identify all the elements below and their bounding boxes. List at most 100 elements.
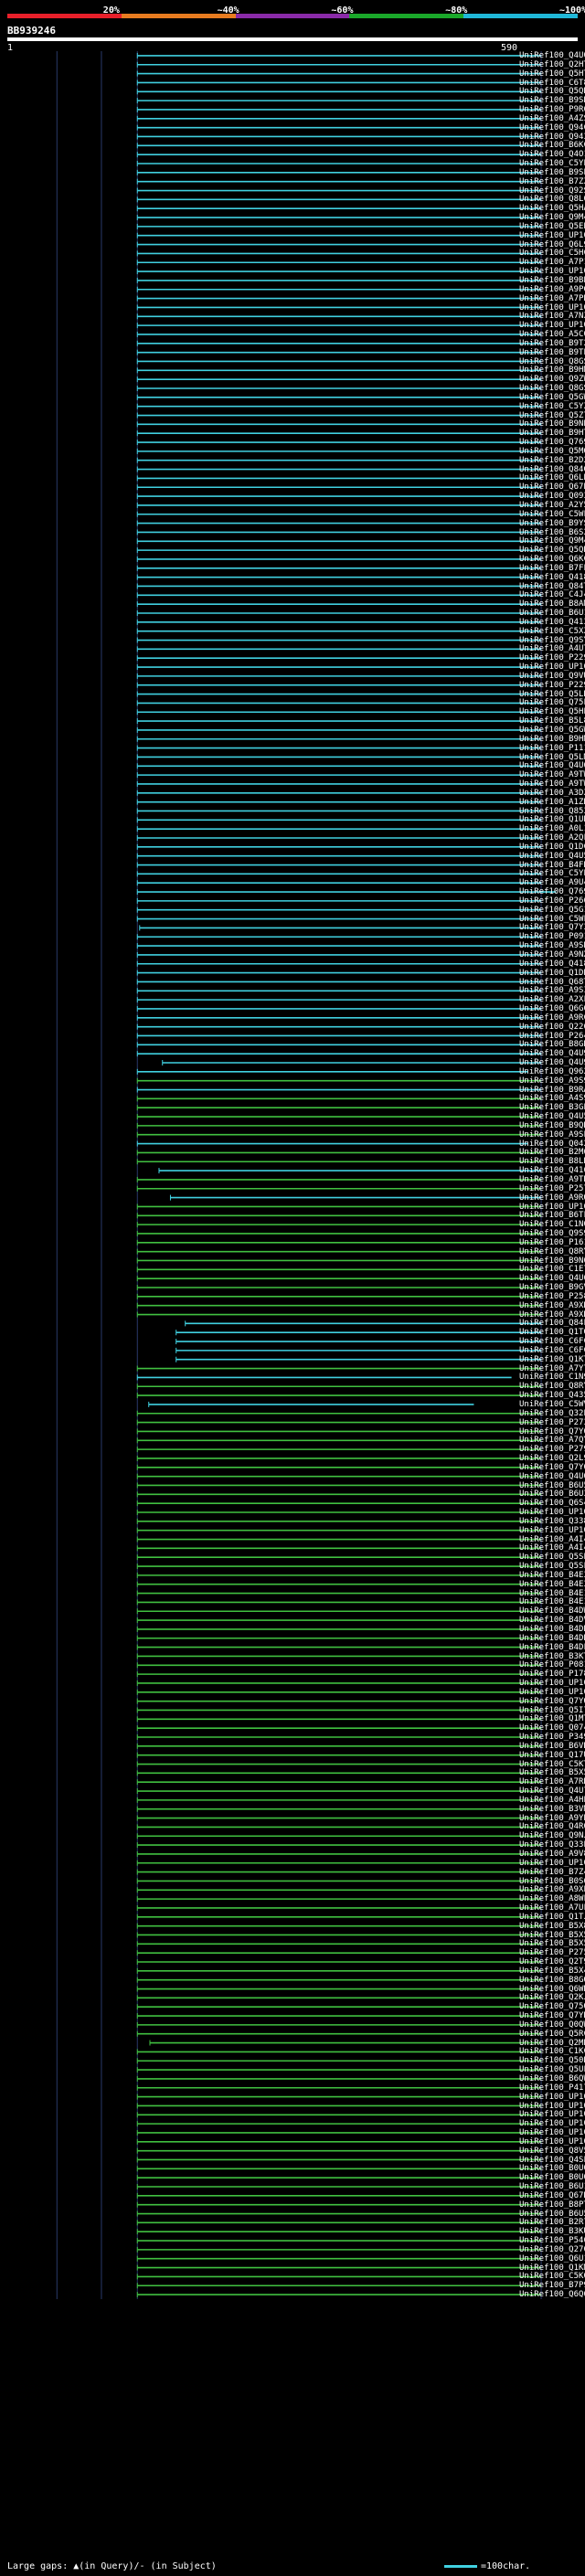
hit-label[interactable]: UniRef100_Q67BD0: [519, 482, 585, 493]
hit-label[interactable]: UniRef100_Q5RC12: [519, 2029, 585, 2039]
hit-label[interactable]: UniRef100_Q7Y357: [519, 923, 585, 933]
hit-label[interactable]: UniRef100_B8GNZ2: [519, 1040, 585, 1050]
hit-label[interactable]: UniRef100_UP1000...: [519, 2128, 585, 2138]
hit-label[interactable]: UniRef100_Q6S4M2: [519, 1499, 585, 1509]
hit-label[interactable]: UniRef100_A1ZH15: [519, 797, 585, 807]
hit-label[interactable]: UniRef100_P25840: [519, 1291, 585, 1301]
hit-label[interactable]: UniRef100_B4E386: [519, 1570, 585, 1580]
hit-label[interactable]: UniRef100_B3KTT5: [519, 1651, 585, 1661]
hit-label[interactable]: UniRef100_P9R6R1: [519, 105, 585, 115]
hit-label[interactable]: UniRef100_C1E7G2: [519, 1265, 585, 1275]
hit-label[interactable]: UniRef100_Q2MNX6: [519, 2038, 585, 2048]
hit-label[interactable]: UniRef100_C5KTM9: [519, 1759, 585, 1769]
hit-label[interactable]: UniRef100_A7RHW4: [519, 1777, 585, 1787]
hit-label[interactable]: UniRef100_Q2KJS9: [519, 1993, 585, 2003]
hit-label[interactable]: UniRef100_P54652: [519, 2236, 585, 2246]
hit-label[interactable]: UniRef100_Q9SYT7: [519, 635, 585, 645]
hit-label[interactable]: UniRef100_A2Y5F9: [519, 501, 585, 510]
hit-label[interactable]: UniRef100_Q22684: [519, 1022, 585, 1032]
hit-label[interactable]: UniRef100_B2R713: [519, 2218, 585, 2228]
hit-label[interactable]: UniRef100_B6U593: [519, 2209, 585, 2219]
hit-label[interactable]: UniRef100_C6FC15: [519, 1345, 585, 1355]
hit-label[interactable]: UniRef100_C5K0R0: [519, 2272, 585, 2282]
hit-label[interactable]: UniRef100_A4ZS75: [519, 113, 585, 123]
hit-label[interactable]: UniRef100_B8LRY5: [519, 1157, 585, 1167]
hit-label[interactable]: UniRef100_UP1000...: [519, 1202, 585, 1212]
hit-label[interactable]: UniRef100_B4DNT6: [519, 1633, 585, 1643]
hit-label[interactable]: UniRef100_A4S9E0: [519, 1094, 585, 1104]
hit-label[interactable]: UniRef100_UP1000...: [519, 2101, 585, 2111]
hit-label[interactable]: UniRef100_Q27031: [519, 2244, 585, 2254]
hit-label[interactable]: UniRef100_Q5HAQ8: [519, 204, 585, 214]
hit-label[interactable]: UniRef100_Q4R0F4: [519, 1822, 585, 1832]
hit-label[interactable]: UniRef100_C5XZN2: [519, 626, 585, 636]
hit-label[interactable]: UniRef100_Q0QWE4: [519, 2019, 585, 2030]
hit-label[interactable]: UniRef100_Q7Y077: [519, 1462, 585, 1472]
hit-label[interactable]: UniRef100_Q9S9N1: [519, 1229, 585, 1239]
hit-label[interactable]: UniRef100_UP1000...: [519, 1679, 585, 1689]
hit-label[interactable]: UniRef100_B9HTJ7: [519, 429, 585, 439]
hit-label[interactable]: UniRef100_B9NBF3: [519, 419, 585, 429]
hit-label[interactable]: UniRef100_A7QY32: [519, 1436, 585, 1446]
hit-label[interactable]: UniRef100_B4E176: [519, 1588, 585, 1598]
hit-label[interactable]: UniRef100_A9XE68: [519, 1885, 585, 1895]
hit-label[interactable]: UniRef100_Q7YDU0: [519, 2011, 585, 2021]
hit-label[interactable]: UniRef100_B9TE68: [519, 347, 585, 357]
hit-label[interactable]: UniRef100_Q6Q6T2: [519, 2290, 585, 2300]
hit-label[interactable]: UniRef100_Q8RYV9: [519, 1246, 585, 1256]
hit-label[interactable]: UniRef100_A7Y710: [519, 1363, 585, 1373]
hit-label[interactable]: UniRef100_B9GVM4: [519, 1283, 585, 1293]
hit-label[interactable]: UniRef100_P22954: [519, 653, 585, 663]
hit-label[interactable]: UniRef100_Q2L9G7: [519, 1454, 585, 1464]
hit-label[interactable]: UniRef100_B6S269: [519, 527, 585, 537]
hit-label[interactable]: UniRef100_Q9ZWP3: [519, 375, 585, 385]
hit-label[interactable]: UniRef100_Q6U134: [519, 2253, 585, 2263]
hit-label[interactable]: UniRef100_Q6WH83: [519, 1984, 585, 1994]
hit-label[interactable]: UniRef100_P26629: [519, 896, 585, 906]
hit-label[interactable]: UniRef100_B5X525: [519, 1930, 585, 1940]
hit-label[interactable]: UniRef100_B4DFN9: [519, 1642, 585, 1652]
hit-label[interactable]: UniRef100_Q1TJ67: [519, 1912, 585, 1922]
hit-label[interactable]: UniRef100_Q5LMM9: [519, 752, 585, 762]
hit-label[interactable]: UniRef100_Q4O151: [519, 150, 585, 160]
hit-label[interactable]: UniRef100_Q769C6: [519, 438, 585, 448]
hit-label[interactable]: UniRef100_B7ZZ42: [519, 176, 585, 186]
hit-label[interactable]: UniRef100_A9SNF1: [519, 941, 585, 951]
hit-label[interactable]: UniRef100_UP1000...: [519, 663, 585, 673]
hit-label[interactable]: UniRef100_B9SP17: [519, 167, 585, 177]
hit-label[interactable]: UniRef100_A9RCV9: [519, 1012, 585, 1023]
hit-label[interactable]: UniRef100_B8PT12: [519, 2200, 585, 2210]
hit-label[interactable]: UniRef100_Q9M4E6: [519, 213, 585, 223]
hit-label[interactable]: UniRef100_Q8GSN3: [519, 356, 585, 366]
hit-label[interactable]: UniRef100_B0U0S9: [519, 2173, 585, 2183]
hit-label[interactable]: UniRef100_Q1MTR5: [519, 1714, 585, 1724]
hit-label[interactable]: UniRef100_A4I412: [519, 1534, 585, 1544]
hit-label[interactable]: UniRef100_Q5QHT4: [519, 546, 585, 556]
hit-label[interactable]: UniRef100_Q50K87: [519, 2056, 585, 2066]
hit-label[interactable]: UniRef100_Q2T9Z6: [519, 1957, 585, 1967]
hit-label[interactable]: UniRef100_B4DWK5: [519, 1606, 585, 1617]
hit-label[interactable]: UniRef100_Q5QHT2: [519, 87, 585, 97]
hit-label[interactable]: UniRef100_Q5EBY7: [519, 221, 585, 231]
hit-label[interactable]: UniRef100_Q4U0F3: [519, 1471, 585, 1481]
hit-label[interactable]: UniRef100_B6TFP3: [519, 1211, 585, 1221]
hit-label[interactable]: UniRef100_A9TRK2: [519, 1175, 585, 1184]
hit-label[interactable]: UniRef100_Q5LHP0: [519, 689, 585, 699]
hit-label[interactable]: UniRef100_B2M633: [519, 1148, 585, 1158]
hit-label[interactable]: UniRef100_B9YS69: [519, 518, 585, 528]
hit-label[interactable]: UniRef100_UP1000...: [519, 2092, 585, 2102]
hit-label[interactable]: UniRef100_Q4U7Y4: [519, 1786, 585, 1797]
hit-label[interactable]: UniRef100_UP1000...: [519, 321, 585, 331]
hit-label[interactable]: UniRef100_C4J410: [519, 590, 585, 600]
hit-label[interactable]: UniRef100_A5C023: [519, 330, 585, 340]
hit-label[interactable]: UniRef100_Q5SFI3: [519, 1562, 585, 1572]
hit-label[interactable]: UniRef100_B4FRL9: [519, 860, 585, 870]
hit-label[interactable]: UniRef100_Q8GSN2: [519, 384, 585, 394]
hit-label[interactable]: UniRef100_Q853V2: [519, 806, 585, 816]
hit-label[interactable]: UniRef100_C5YZH1: [519, 401, 585, 411]
hit-label[interactable]: UniRef100_B6VD12: [519, 1741, 585, 1751]
hit-label[interactable]: UniRef100_Q6LB09: [519, 473, 585, 483]
hit-label[interactable]: UniRef100_Q6L9F6: [519, 239, 585, 249]
hit-label[interactable]: UniRef100_B2D205: [519, 455, 585, 465]
hit-label[interactable]: UniRef100_A9U4N3: [519, 878, 585, 888]
